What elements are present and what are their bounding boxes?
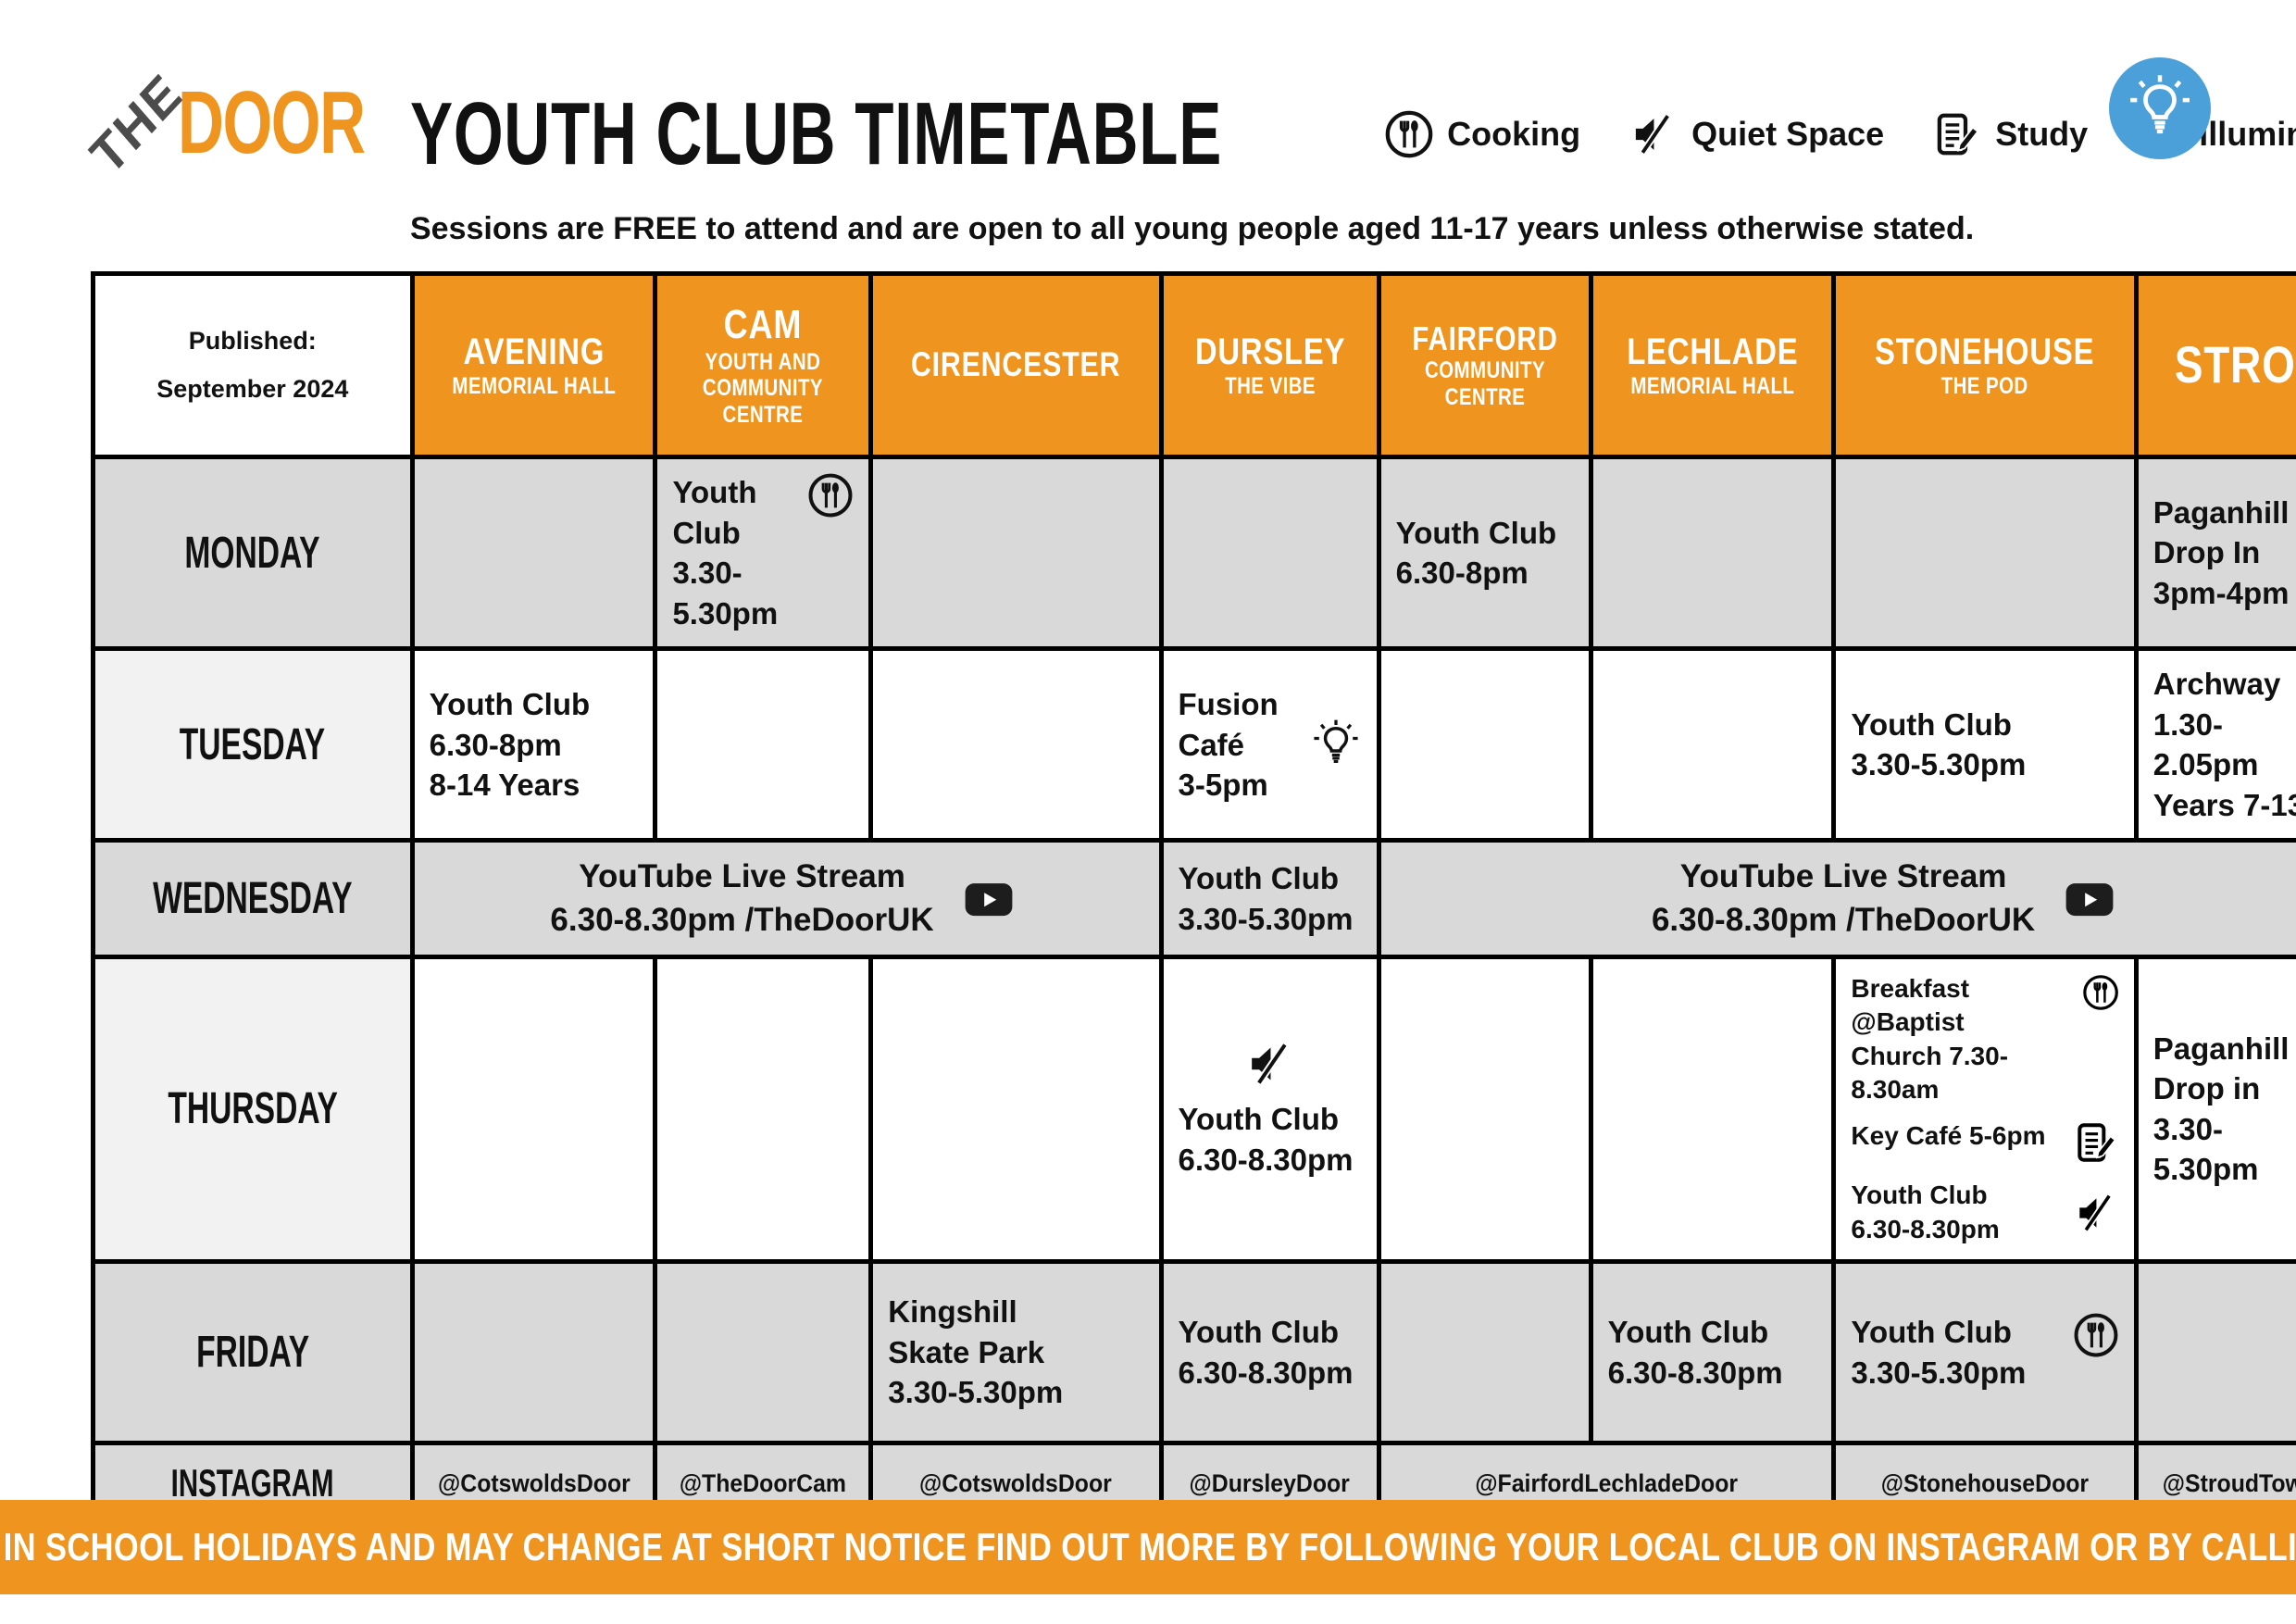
footer-banner: SESSIONS VARY IN SCHOOL HOLIDAYS AND MAY…: [0, 1500, 2296, 1594]
stonehouse-session-key-cafe: Key Café 5-6pm: [1851, 1119, 2118, 1166]
row-monday: MONDAY Youth Club 3.30-5.30pm Youth Club…: [91, 454, 2296, 652]
cell-tuesday-avening: Youth Club 6.30-8pm 8-14 Years: [409, 646, 658, 843]
legend: Cooking Quiet Space Study illuminate: [1384, 109, 2296, 159]
quiet-space-icon: [1244, 1038, 1296, 1090]
cell-monday-fairford: Youth Club 6.30-8pm: [1376, 454, 1593, 652]
cell-tuesday-stroud: Archway 1.30-2.05pm Years 7-13: [2133, 646, 2296, 843]
cell-wednesday-youtube-left: YouTube Live Stream 6.30-8.30pm /TheDoor…: [409, 838, 1164, 959]
row-friday: FRIDAY Kingshill Skate Park 3.30-5.30pm …: [91, 1259, 2296, 1446]
legend-label: Cooking: [1447, 115, 1581, 153]
column-header-stonehouse: STONEHOUSE THE POD: [1831, 271, 2139, 459]
cell-monday-stroud: Paganhill Drop In 3pm-4pm: [2133, 454, 2296, 652]
legend-item-study: Study: [1932, 109, 2088, 159]
legend-item-cooking: Cooking: [1384, 109, 1580, 159]
cell-monday-lechlade: [1588, 454, 1837, 652]
cell-monday-dursley: [1158, 454, 1381, 652]
day-label-friday: FRIDAY: [91, 1259, 415, 1446]
page-title: YOUTH CLUB TIMETABLE: [410, 84, 1223, 183]
instagram-handle-stroud: @StroudTownDoor: [2133, 1441, 2296, 1527]
cell-friday-stonehouse: Youth Club 3.30-5.30pm: [1831, 1259, 2139, 1446]
cell-monday-stonehouse: [1831, 454, 2139, 652]
cell-thursday-cirencester: [868, 954, 1164, 1265]
cell-friday-cirencester: Kingshill Skate Park 3.30-5.30pm: [868, 1259, 1164, 1446]
cell-thursday-stonehouse: Breakfast @Baptist Church 7.30-8.30am Ke…: [1831, 954, 2139, 1265]
illuminate-icon: [1310, 718, 1362, 770]
day-label-wednesday: WEDNESDAY: [91, 838, 415, 959]
cell-monday-avening: [409, 454, 658, 652]
legend-item-quiet-space: Quiet Space: [1628, 109, 1884, 159]
cell-wednesday-dursley: Youth Club 3.30-5.30pm: [1158, 838, 1381, 959]
column-header-lechlade: LECHLADE MEMORIAL HALL: [1588, 271, 1837, 459]
legend-label: illuminate: [2199, 115, 2296, 153]
cell-thursday-stroud: Paganhill Drop in 3.30-5.30pm: [2133, 954, 2296, 1265]
column-header-dursley: DURSLEY THE VIBE: [1158, 271, 1381, 459]
cell-thursday-avening: [409, 954, 658, 1265]
cell-friday-lechlade: Youth Club 6.30-8.30pm: [1588, 1259, 1837, 1446]
legend-label: Quiet Space: [1691, 115, 1885, 153]
illuminate-badge: [2109, 57, 2211, 159]
column-header-stroud: STROUD: [2133, 271, 2296, 459]
day-label-tuesday: TUESDAY: [91, 646, 415, 843]
cooking-icon: [2082, 972, 2119, 1013]
lightbulb-icon: [2125, 73, 2195, 144]
cell-tuesday-cirencester: [868, 646, 1164, 843]
column-header-avening: AVENING MEMORIAL HALL: [409, 271, 658, 459]
logo-door-text: DOOR: [178, 73, 366, 172]
row-tuesday: TUESDAY Youth Club 6.30-8pm 8-14 Years F…: [91, 646, 2296, 843]
legend-item-illuminate: illuminate: [2136, 109, 2296, 159]
stonehouse-session-youth-club: Youth Club 6.30-8.30pm: [1851, 1179, 2118, 1246]
day-label-monday: MONDAY: [91, 454, 415, 652]
cooking-icon: [1384, 109, 1434, 159]
cell-friday-avening: [409, 1259, 658, 1446]
column-header-cam: CAM YOUTH AND COMMUNITY CENTRE: [653, 271, 874, 459]
quiet-space-icon: [1628, 109, 1678, 159]
cell-thursday-lechlade: [1588, 954, 1837, 1265]
header: YOUTH CLUB TIMETABLE Cooking Quiet Space…: [410, 83, 2296, 247]
stonehouse-session-breakfast: Breakfast @Baptist Church 7.30-8.30am: [1851, 972, 2118, 1107]
logo-the-text: THE: [79, 60, 193, 186]
cell-friday-fairford: [1376, 1259, 1593, 1446]
row-thursday: THURSDAY Youth Club 6.30-8.30pm Breakfas…: [91, 954, 2296, 1265]
cell-friday-dursley: Youth Club 6.30-8.30pm: [1158, 1259, 1381, 1446]
cell-tuesday-dursley: Fusion Café 3-5pm: [1158, 646, 1381, 843]
cell-thursday-fairford: [1376, 954, 1593, 1265]
the-door-logo: THE DOOR: [80, 61, 437, 185]
cell-monday-cirencester: [868, 454, 1164, 652]
cell-monday-cam: Youth Club 3.30-5.30pm: [653, 454, 874, 652]
youtube-icon: [955, 872, 1023, 926]
cell-thursday-cam: [653, 954, 874, 1265]
cooking-icon: [2073, 1312, 2119, 1358]
study-icon: [1932, 109, 1982, 159]
youtube-icon: [2055, 872, 2124, 926]
column-header-cirencester: CIRENCESTER: [868, 271, 1164, 459]
quiet-space-icon: [2073, 1190, 2119, 1236]
cell-tuesday-cam: [653, 646, 874, 843]
timetable: Published: September 2024 AVENING MEMORIAL…: [91, 271, 2296, 1527]
legend-label: Study: [1995, 115, 2089, 153]
subtitle: Sessions are FREE to attend and are open…: [410, 211, 1975, 246]
footer-text: SESSIONS VARY IN SCHOOL HOLIDAYS AND MAY…: [0, 1525, 2296, 1568]
day-label-thursday: THURSDAY: [91, 954, 415, 1265]
cell-wednesday-youtube-right: YouTube Live Stream 6.30-8.30pm /TheDoor…: [1376, 838, 2296, 959]
column-header-fairford: FAIRFORD COMMUNITY CENTRE: [1376, 271, 1593, 459]
cell-tuesday-lechlade: [1588, 646, 1837, 843]
cooking-icon: [807, 472, 854, 518]
cell-friday-stroud: [2133, 1259, 2296, 1446]
cell-friday-cam: [653, 1259, 874, 1446]
published-cell: Published: September 2024: [91, 271, 415, 459]
cell-tuesday-stonehouse: Youth Club 3.30-5.30pm: [1831, 646, 2139, 843]
cell-tuesday-fairford: [1376, 646, 1593, 843]
cell-thursday-dursley: Youth Club 6.30-8.30pm: [1158, 954, 1381, 1265]
row-wednesday: WEDNESDAY YouTube Live Stream 6.30-8.30p…: [91, 838, 2296, 959]
study-icon: [2073, 1119, 2119, 1166]
header-row: Published: September 2024 AVENING MEMORIAL…: [91, 271, 2296, 459]
